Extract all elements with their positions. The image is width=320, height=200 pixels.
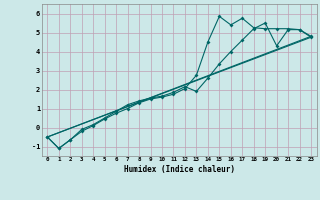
X-axis label: Humidex (Indice chaleur): Humidex (Indice chaleur) (124, 165, 235, 174)
